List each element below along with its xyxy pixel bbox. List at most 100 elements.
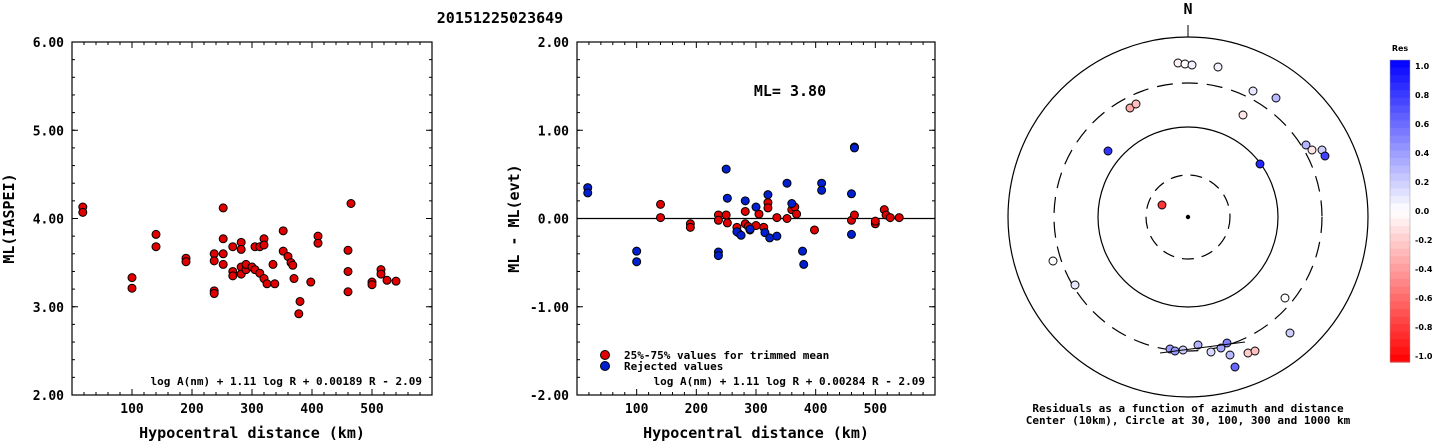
colorbar-swatch bbox=[1390, 256, 1410, 265]
data-point bbox=[763, 190, 773, 200]
data-point bbox=[343, 287, 353, 297]
data-point bbox=[721, 210, 731, 220]
data-point bbox=[722, 218, 732, 228]
colorbar-swatch bbox=[1390, 331, 1410, 340]
x-tick-label: 400 bbox=[300, 402, 324, 417]
station-marker bbox=[1048, 256, 1058, 266]
data-point bbox=[782, 214, 792, 223]
data-point bbox=[721, 164, 731, 174]
station-marker bbox=[1125, 103, 1135, 113]
colorbar-tick-label: -0.8 bbox=[1415, 323, 1433, 332]
data-point bbox=[382, 275, 392, 285]
colorbar-swatch bbox=[1390, 286, 1410, 295]
colorbar-swatch bbox=[1390, 173, 1410, 182]
data-point bbox=[713, 215, 723, 225]
polar-caption-2: Center (10km), Circle at 30, 100, 300 an… bbox=[1026, 414, 1351, 427]
data-point bbox=[343, 266, 353, 276]
scatter-panel-2: 100 200 300 400 500 -2.00 -1.00 0.00 1.00 2.00 Hyp… bbox=[505, 36, 936, 441]
colorbar-swatch bbox=[1390, 135, 1410, 144]
colorbar-swatch bbox=[1390, 180, 1410, 189]
colorbar-swatch bbox=[1390, 233, 1410, 242]
ring-30km bbox=[1145, 174, 1231, 260]
data-point bbox=[870, 216, 880, 226]
colorbar-swatch bbox=[1390, 60, 1410, 69]
colorbar-swatch bbox=[1390, 75, 1410, 84]
station-marker bbox=[1222, 338, 1232, 348]
colorbar-tick-label: -0.2 bbox=[1415, 236, 1433, 245]
data-point bbox=[259, 240, 269, 250]
data-point bbox=[151, 229, 161, 239]
station-marker bbox=[1103, 146, 1113, 156]
station-marker bbox=[1320, 151, 1330, 161]
station-marker bbox=[1248, 86, 1258, 96]
data-point bbox=[218, 259, 228, 269]
data-point bbox=[367, 280, 377, 290]
x-tick-label: 200 bbox=[180, 402, 204, 417]
data-point bbox=[656, 213, 666, 223]
y-tick-label: 2.00 bbox=[33, 389, 64, 404]
data-point bbox=[849, 210, 859, 220]
data-point bbox=[740, 196, 750, 206]
colorbar-swatch bbox=[1390, 226, 1410, 235]
colorbar-swatch bbox=[1390, 195, 1410, 205]
data-point bbox=[295, 296, 305, 306]
page-title: 20151225023649 bbox=[437, 9, 563, 27]
data-point bbox=[270, 279, 280, 289]
station-marker bbox=[1193, 340, 1203, 350]
data-point bbox=[343, 245, 353, 255]
formula-text: log A(nm) + 1.11 log R + 0.00189 R - 2.0… bbox=[150, 375, 422, 388]
data-point bbox=[294, 309, 304, 319]
data-point bbox=[78, 207, 88, 217]
station-marker bbox=[1206, 347, 1216, 357]
data-point bbox=[787, 198, 797, 208]
legend-marker-trimmed bbox=[600, 350, 610, 360]
colorbar-swatch bbox=[1390, 248, 1410, 257]
station-marker bbox=[1131, 99, 1141, 109]
colorbar-swatch bbox=[1390, 188, 1410, 197]
colorbar-swatch bbox=[1390, 301, 1410, 310]
cluster-line bbox=[1159, 341, 1246, 354]
north-label: N bbox=[1183, 0, 1192, 18]
x-tick-label: 200 bbox=[685, 402, 709, 417]
data-point bbox=[236, 244, 246, 254]
data-point bbox=[809, 225, 819, 235]
station-marker bbox=[1250, 346, 1260, 356]
colorbar-tick-label: -0.4 bbox=[1415, 265, 1433, 274]
formula-text: log A(nm) + 1.11 log R + 0.00284 R - 2.0… bbox=[653, 375, 925, 388]
colorbar-swatch bbox=[1390, 90, 1410, 99]
station-marker bbox=[1070, 280, 1080, 290]
legend-marker-rejected bbox=[600, 361, 610, 371]
plot-frame bbox=[71, 41, 433, 396]
colorbar-swatch bbox=[1390, 112, 1410, 121]
x-tick-label: 100 bbox=[120, 402, 144, 417]
polar-caption-1: Residuals as a function of azimuth and d… bbox=[1032, 402, 1344, 415]
colorbar-swatch bbox=[1390, 324, 1410, 333]
y-tick-label: -2.00 bbox=[530, 389, 569, 404]
legend-label-trimmed: 25%-75% values for trimmed mean bbox=[624, 349, 829, 362]
colorbar-tick-label: 1.0 bbox=[1415, 62, 1430, 71]
colorbar-tick-label: 0.2 bbox=[1415, 178, 1429, 187]
data-point bbox=[181, 257, 191, 267]
data-point bbox=[722, 193, 732, 203]
data-point bbox=[288, 260, 298, 270]
data-point bbox=[632, 257, 642, 267]
scatter-panel-1: 100 200 300 400 500 2.00 3.00 4.00 5.00 6.00 Hypoc… bbox=[0, 36, 433, 441]
data-point bbox=[376, 269, 386, 279]
data-point bbox=[583, 188, 593, 198]
data-point bbox=[763, 203, 773, 213]
station-marker bbox=[1213, 62, 1223, 72]
ring-300km bbox=[1053, 82, 1323, 352]
data-point bbox=[685, 222, 695, 232]
data-point bbox=[846, 229, 856, 239]
station-marker bbox=[1271, 93, 1281, 103]
y-tick-label: 3.00 bbox=[33, 301, 64, 316]
x-tick-label: 500 bbox=[360, 402, 384, 417]
legend-label-rejected: Rejected values bbox=[624, 360, 723, 373]
station-marker bbox=[1187, 60, 1197, 70]
data-point bbox=[209, 289, 219, 299]
colorbar-tick-label: 0.0 bbox=[1415, 207, 1430, 216]
colorbar-swatch bbox=[1390, 105, 1410, 114]
data-point bbox=[228, 271, 238, 281]
data-point bbox=[798, 246, 808, 256]
